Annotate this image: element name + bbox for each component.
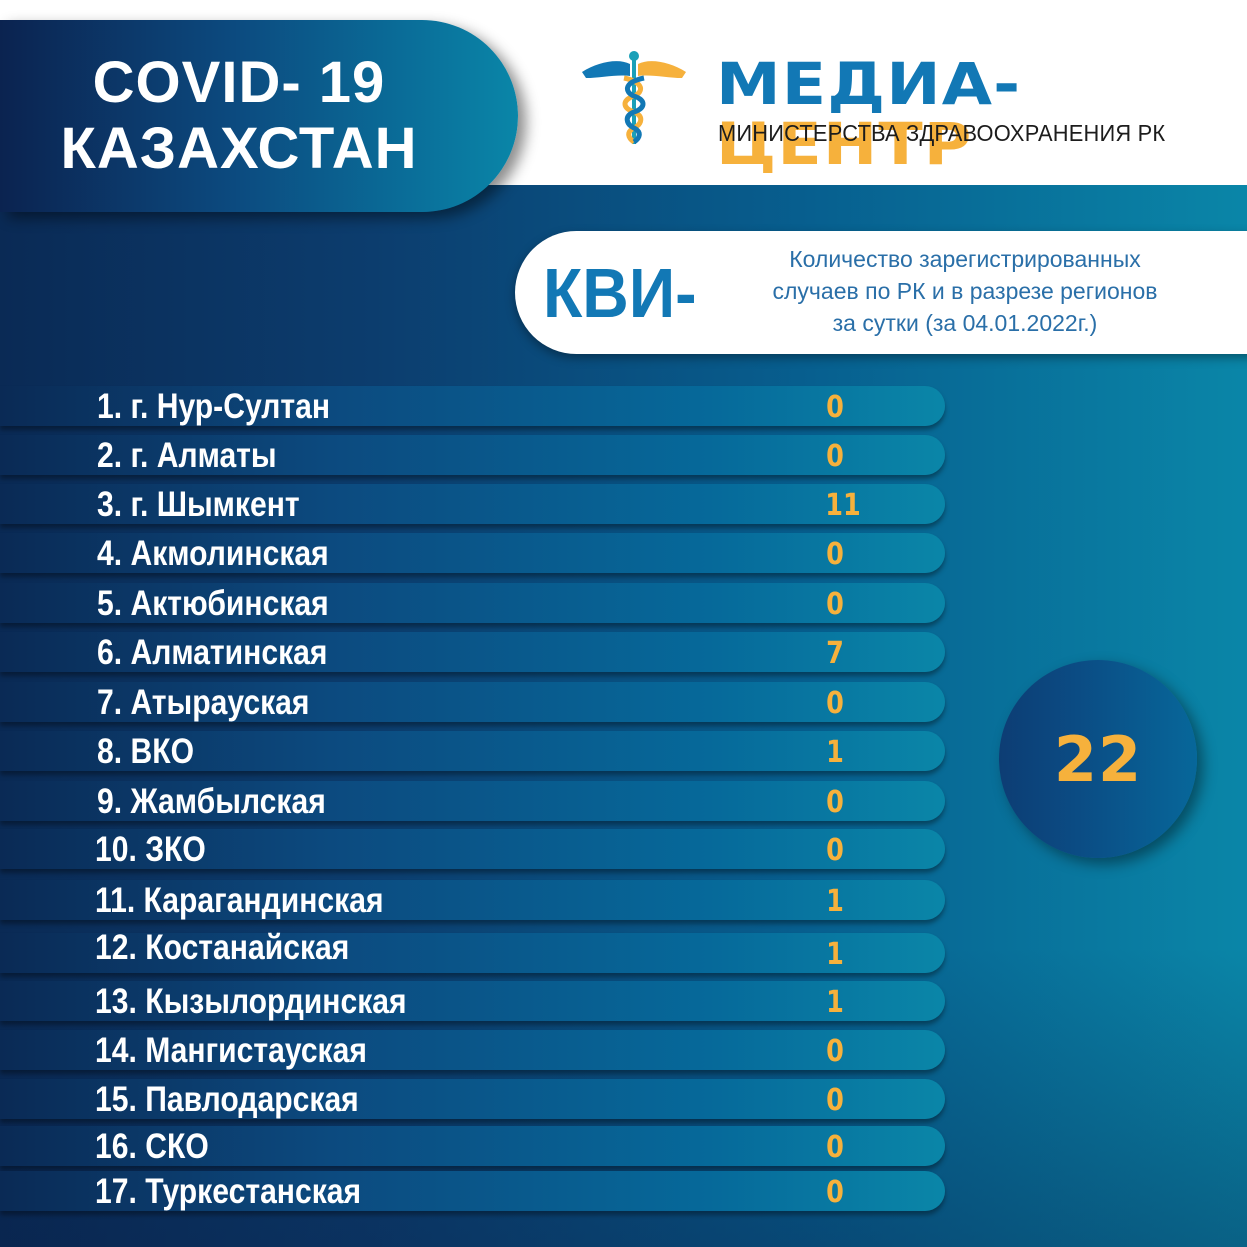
region-name: 5. Актюбинская: [97, 584, 329, 623]
region-count: 1: [826, 735, 844, 770]
kvi-desc-line3: за сутки (за 04.01.2022г.): [832, 310, 1098, 336]
region-name: 7. Атырауская: [97, 683, 310, 722]
region-count: 0: [826, 1175, 844, 1210]
kvi-description: Количество зарегистрированных случаев по…: [725, 243, 1205, 339]
region-row: 1. г. Нур-Султан 0: [0, 386, 945, 426]
region-row: 15. Павлодарская 0: [0, 1079, 945, 1119]
region-name: 9. Жамбылская: [97, 782, 326, 821]
region-name: 2. г. Алматы: [97, 436, 277, 475]
region-row: 9. Жамбылская 0: [0, 781, 945, 821]
total-badge: 22: [999, 660, 1197, 858]
region-count: 0: [826, 587, 844, 622]
region-row: 4. Акмолинская 0: [0, 533, 945, 573]
logo-subtitle: МИНИСТЕРСТВА ЗДРАВООХРАНЕНИЯ РК: [718, 120, 1166, 146]
total-count: 22: [1053, 722, 1143, 796]
region-count: 0: [826, 1034, 844, 1069]
region-name: 4. Акмолинская: [97, 534, 329, 573]
region-name: 3. г. Шымкент: [97, 485, 300, 524]
region-count: 1: [826, 985, 844, 1020]
region-row: 3. г. Шымкент 11: [0, 484, 945, 524]
region-name: 10. ЗКО: [95, 830, 206, 869]
region-row: 10. ЗКО 0: [0, 829, 945, 869]
region-name: 12. Костанайская: [95, 928, 350, 967]
region-count: 0: [826, 686, 844, 721]
region-name: 16. СКО: [95, 1127, 209, 1166]
region-row: 12. Костанайская 1: [0, 928, 945, 973]
region-count: 1: [826, 884, 844, 919]
kvi-banner: КВИ- Количество зарегистрированных случа…: [515, 231, 1247, 354]
kvi-desc-line1: Количество зарегистрированных: [789, 246, 1141, 272]
region-name: 8. ВКО: [97, 732, 194, 771]
region-row: 5. Актюбинская 0: [0, 583, 945, 623]
region-row: 11. Карагандинская 1: [0, 880, 945, 920]
region-name: 6. Алматинская: [97, 633, 328, 672]
region-row: 17. Туркестанская 0: [0, 1171, 945, 1211]
kvi-label: КВИ-: [543, 254, 697, 332]
region-count: 11: [825, 488, 861, 523]
region-count: 7: [826, 636, 844, 671]
region-count: 0: [826, 537, 844, 572]
region-name: 15. Павлодарская: [95, 1080, 359, 1119]
region-count: 0: [826, 390, 844, 425]
region-count: 0: [826, 833, 844, 868]
region-row: 8. ВКО 1: [0, 731, 945, 771]
region-row: 2. г. Алматы 0: [0, 435, 945, 475]
region-name: 17. Туркестанская: [95, 1172, 362, 1211]
media-center-logo: МЕДИА-ЦЕНТР МИНИСТЕРСТВА ЗДРАВООХРАНЕНИЯ…: [578, 44, 1198, 174]
caduceus-icon: [582, 51, 686, 145]
region-name: 14. Мангистауская: [95, 1031, 367, 1070]
title-covid: COVID- 19: [92, 50, 386, 115]
region-count: 0: [826, 785, 844, 820]
region-row: 16. СКО 0: [0, 1126, 945, 1166]
region-count: 0: [826, 1083, 844, 1118]
region-name: 11. Карагандинская: [95, 881, 384, 920]
region-count: 0: [826, 1130, 844, 1165]
region-row: 13. Кызылординская 1: [0, 981, 945, 1021]
region-count: 1: [826, 937, 844, 972]
logo-title: МЕДИА-ЦЕНТР: [716, 54, 1247, 174]
region-row: 7. Атырауская 0: [0, 682, 945, 722]
region-row: 14. Мангистауская 0: [0, 1030, 945, 1070]
region-count: 0: [826, 439, 844, 474]
kvi-desc-line2: случаев по РК и в разрезе регионов: [772, 278, 1158, 304]
region-row: 6. Алматинская 7: [0, 632, 945, 672]
region-name: 1. г. Нур-Султан: [97, 387, 331, 426]
logo-title-part2: ЦЕНТР: [716, 110, 973, 178]
title-country: КАЗАХСТАН: [60, 116, 418, 181]
title-banner: COVID- 19 КАЗАХСТАН: [0, 20, 518, 212]
logo-title-part1: МЕДИА-: [716, 50, 1022, 118]
region-name: 13. Кызылординская: [95, 982, 407, 1021]
